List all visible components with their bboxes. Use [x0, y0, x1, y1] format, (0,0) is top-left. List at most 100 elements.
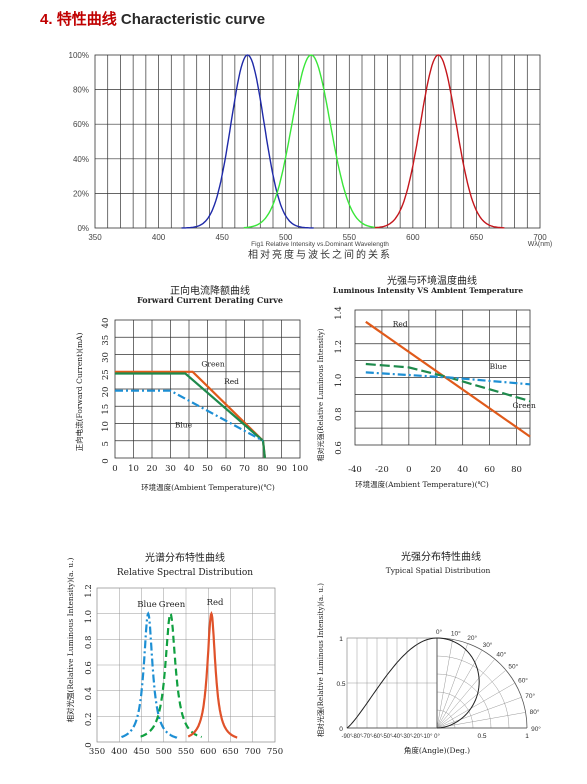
- temp-series-label-blue: Blue: [490, 362, 508, 371]
- spatial-polar-spoke: [436, 658, 496, 729]
- temp-x-tick: 40: [457, 465, 468, 475]
- derating-y-tick: 35: [101, 335, 111, 346]
- temp-x-tick: 80: [511, 465, 522, 475]
- spectrum-x-tick: 650: [470, 233, 484, 242]
- spatial-polar-ring: [436, 709, 456, 729]
- spatial-polar-label: 20°: [467, 634, 477, 642]
- derating-x-tick: 10: [128, 464, 139, 474]
- spatial-title-en: Typical Spatial Distribution: [386, 566, 491, 575]
- spatial-angle-tick: -20°: [411, 734, 423, 740]
- spatial-polar-spoke: [436, 682, 516, 729]
- temp-title-cn: 光强与环境温度曲线: [387, 274, 477, 287]
- spatial-polar-spoke: [436, 643, 469, 729]
- temp-x-tick: -20: [375, 465, 389, 475]
- spatial-angle-tick: -30°: [401, 734, 413, 740]
- derating-series-red: [115, 370, 266, 459]
- spectrum-title: 相对亮度与波长之间的关系: [248, 248, 392, 261]
- derating-x-tick: 100: [292, 464, 308, 474]
- spectrum-y-tick: 20%: [73, 189, 89, 198]
- rel-x-tick: 750: [267, 747, 283, 757]
- derating-y-label: 正向电流(Forward Current)(mA): [74, 333, 84, 452]
- spatial-polar-label: 10°: [451, 629, 461, 637]
- spectrum-x-tick: 350: [88, 233, 102, 242]
- spectrum-y-tick: 0%: [77, 224, 89, 233]
- rel-series-label-green: Green: [159, 600, 186, 610]
- temp-series-blue: [365, 371, 531, 386]
- spatial-x-label: 角度(Angle)(Deg.): [404, 745, 470, 755]
- derating-series-green: [115, 372, 266, 459]
- rel-y-tick: 1.2: [84, 584, 94, 598]
- rel-x-tick: 700: [245, 747, 261, 757]
- derating-x-tick: 80: [258, 464, 269, 474]
- temp-x-tick: 0: [406, 465, 411, 475]
- derating-series-label-green: Green: [201, 359, 224, 368]
- rel-y-label: 相对光强(Relative Luminous Intensity)(a. u.): [65, 557, 75, 722]
- spatial-title-cn: 光强分布特性曲线: [401, 550, 481, 563]
- spatial-right-grid: [436, 637, 528, 729]
- rel-y-tick: 0.6: [84, 661, 94, 675]
- spatial-angle-tick: -50°: [381, 734, 393, 740]
- temp-x-tick: -40: [348, 465, 362, 475]
- spatial-intensity-curve-right: [436, 637, 480, 729]
- spectrum-subtitle: Fig1 Relative Intensity vs.Dominant Wave…: [251, 241, 389, 248]
- spatial-polar-spoke: [436, 639, 453, 729]
- spatial-angle-tick: -70°: [361, 734, 373, 740]
- derating-x-tick: 60: [221, 464, 232, 474]
- rel-y-tick: 0.2: [84, 713, 94, 727]
- spatial-polar-spoke: [436, 649, 483, 729]
- spectrum-x-tick: 400: [152, 233, 166, 242]
- heading-cn: 特性曲线: [56, 11, 117, 28]
- rel-y-tick: 0.8: [84, 636, 94, 650]
- spectrum-x-tick: 450: [215, 233, 229, 242]
- derating-y-tick: 5: [101, 441, 111, 446]
- spectrum-series-2: [374, 54, 505, 229]
- temp-series-label-red: Red: [393, 320, 408, 329]
- spatial-polar-label: 30°: [483, 641, 493, 649]
- derating-x-tick: 30: [165, 464, 176, 474]
- spectrum-y-tick: 100%: [69, 51, 89, 60]
- spectrum-plot-frame: [94, 54, 541, 229]
- spatial-polar-spoke: [436, 696, 522, 729]
- spatial-angle-tick: 0°: [434, 734, 440, 740]
- temp-x-label: 环境温度(Ambient Temperature)(℃): [355, 479, 489, 489]
- spatial-polar-label: 0°: [436, 628, 443, 636]
- temp-series-green: [365, 362, 531, 403]
- temp-series-label-green: Green: [513, 401, 536, 410]
- spatial-angle-tick: -40°: [391, 734, 403, 740]
- rel-x-tick: 350: [89, 747, 105, 757]
- rel-title-en: Relative Spectral Distribution: [117, 568, 253, 578]
- spatial-x-tick: 1: [525, 733, 529, 740]
- spectrum-y-tick: 60%: [73, 120, 89, 129]
- temp-x-tick: 60: [484, 465, 495, 475]
- rel-y-tick: 0.4: [84, 687, 94, 701]
- spectrum-series-1: [243, 54, 379, 229]
- rel-series-blue: [121, 611, 178, 739]
- spatial-y-tick: 0: [339, 726, 343, 733]
- spatial-polar-spoke: [436, 669, 507, 729]
- temp-y-tick: 0.8: [334, 407, 344, 421]
- spatial-left-grid: [346, 637, 438, 729]
- rel-series-label-red: Red: [207, 598, 224, 608]
- temp-y-tick: 1.4: [334, 306, 344, 320]
- rel-x-tick: 400: [111, 747, 127, 757]
- rel-y-tick: 1.0: [84, 610, 94, 624]
- derating-x-tick: 70: [239, 464, 250, 474]
- derating-series-label-red: Red: [224, 377, 239, 386]
- derating-title-cn: 正向电流降额曲线: [170, 284, 250, 297]
- spatial-polar-label: 60°: [518, 677, 528, 685]
- spatial-polar-ring: [436, 637, 528, 729]
- derating-series-label-blue: Blue: [175, 421, 193, 430]
- temp-title-en: Luminous Intensity VS Ambient Temperatur…: [333, 286, 524, 295]
- rel-y-tick: 0: [84, 742, 94, 747]
- spectrum-x-tick: 550: [343, 233, 357, 242]
- spectrum-y-tick: 80%: [73, 86, 89, 95]
- derating-series-blue: [115, 389, 264, 442]
- temp-y-tick: 0.6: [334, 441, 344, 455]
- spectrum-y-tick: 40%: [73, 155, 89, 164]
- heading-en: Characteristic curve: [120, 11, 266, 28]
- derating-y-tick: 20: [101, 387, 111, 398]
- spatial-polar-spoke: [436, 712, 526, 729]
- page-heading: 4. 特性曲线 Characteristic curve: [40, 8, 265, 29]
- derating-y-tick: 30: [101, 352, 111, 363]
